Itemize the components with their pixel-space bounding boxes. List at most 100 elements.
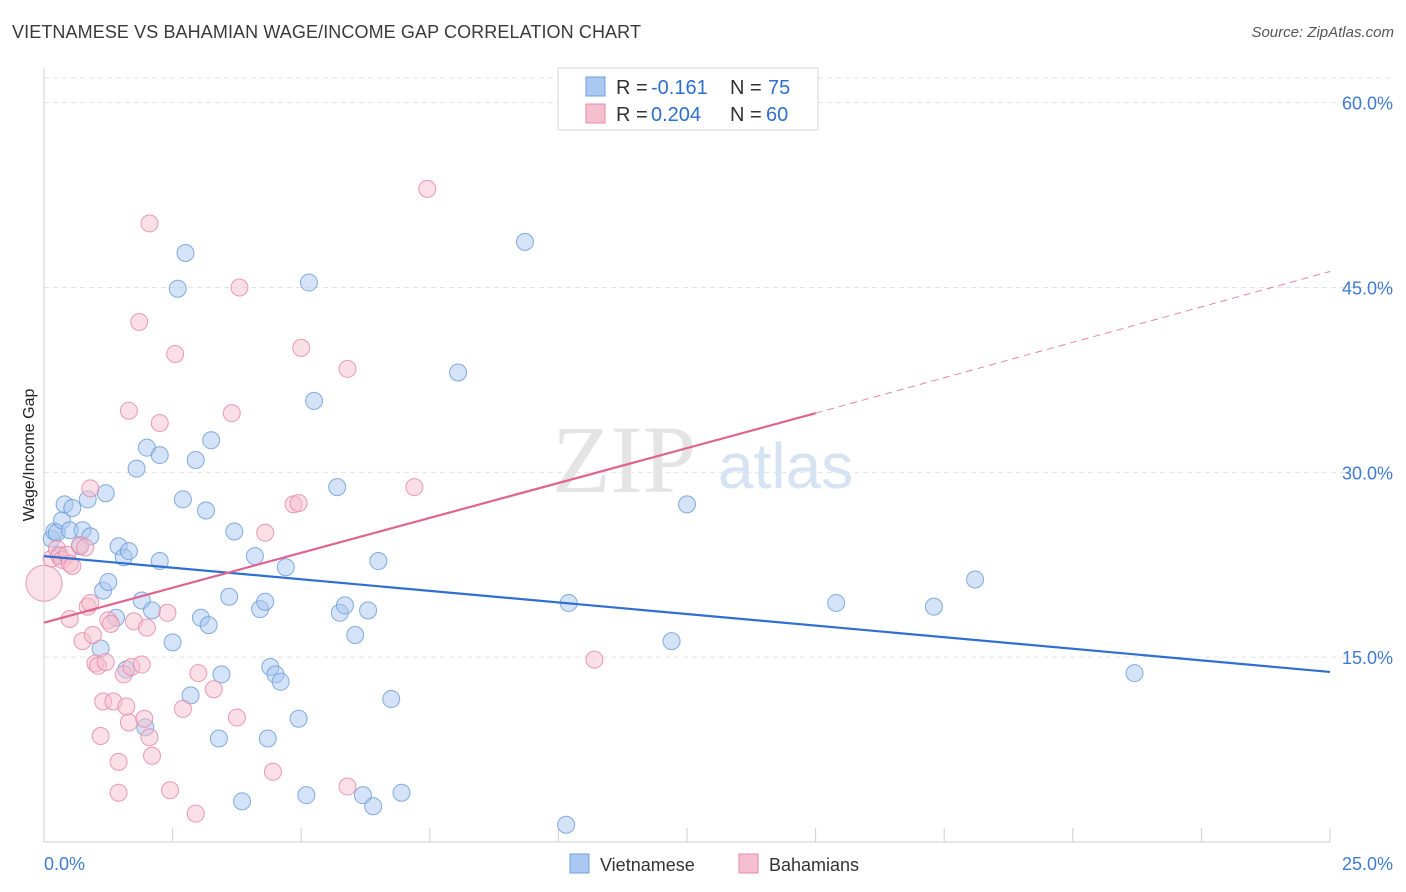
y-tick-label-3: 60.0% (1342, 94, 1393, 114)
bahamian-point-0 (25, 564, 63, 602)
bahamian-point-43 (173, 699, 192, 718)
legend-r-label-bahamians: R = (616, 104, 648, 126)
bahamian-point-44 (186, 804, 205, 823)
bahamian-points (25, 179, 604, 823)
bahamian-point-20 (96, 653, 115, 672)
vietnamese-point-62 (369, 552, 388, 571)
bahamian-point-11 (76, 538, 95, 557)
bahamian-point-47 (222, 404, 241, 423)
y-tick-label-0: 15.0% (1342, 648, 1393, 668)
legend-bottom-label-vietnamese: Vietnamese (600, 855, 695, 875)
legend-n-value-vietnamese: 75 (768, 77, 790, 99)
vietnamese-point-42 (233, 792, 252, 811)
watermark-zip: ZIP (552, 406, 696, 513)
bahamian-point-36 (140, 214, 159, 233)
legend-bottom-label-bahamians: Bahamians (769, 855, 859, 875)
watermark: ZIP atlas (552, 406, 853, 513)
bahamian-point-22 (101, 614, 120, 633)
vietnamese-point-15 (99, 572, 118, 591)
trendlines (43, 270, 1331, 674)
vietnamese-point-38 (209, 729, 228, 748)
legend-n-label-vietnamese: N = (730, 77, 762, 99)
x-tick-label-0: 0.0% (44, 854, 85, 874)
bahamian-point-51 (263, 762, 282, 781)
legend-swatch-bahamians (585, 103, 606, 124)
vietnamese-trendline (43, 555, 1331, 674)
vietnamese-point-36 (199, 616, 218, 635)
bahamian-point-28 (119, 401, 138, 420)
bahamian-point-55 (338, 359, 357, 378)
vietnamese-point-7 (63, 499, 82, 518)
bahamian-trendline-extension (815, 270, 1331, 414)
vietnamese-point-57 (335, 596, 354, 615)
bahamian-point-58 (418, 179, 437, 198)
bahamian-point-32 (130, 312, 149, 331)
vietnamese-point-59 (353, 786, 372, 805)
y-tick-labels: 15.0% 30.0% 45.0% 60.0% (1342, 94, 1393, 669)
bahamian-point-13 (81, 593, 100, 612)
vietnamese-point-31 (176, 243, 195, 262)
bahamian-point-33 (132, 655, 151, 674)
x-tick-labels: 0.0% 25.0% (44, 854, 1393, 874)
legend-n-value-bahamians: 60 (766, 104, 788, 126)
vietnamese-point-39 (212, 665, 231, 684)
bahamian-point-14 (81, 479, 100, 498)
vietnamese-point-40 (220, 587, 239, 606)
vietnamese-point-61 (364, 797, 383, 816)
vietnamese-point-63 (382, 690, 401, 709)
bahamian-point-49 (230, 278, 249, 297)
bahamian-point-15 (83, 625, 102, 644)
bahamian-point-40 (158, 603, 177, 622)
bahamian-point-48 (227, 708, 246, 727)
vietnamese-point-70 (678, 495, 696, 514)
vietnamese-point-20 (119, 542, 138, 561)
bahamian-point-45 (189, 664, 208, 683)
vietnamese-point-64 (392, 783, 411, 802)
bahamian-point-8 (63, 556, 82, 575)
bahamian-point-25 (109, 783, 128, 802)
vietnamese-point-54 (305, 391, 324, 410)
vietnamese-point-60 (359, 601, 378, 620)
y-axis-label: Wage/Income Gap (21, 389, 38, 522)
chart-title: VIETNAMESE VS BAHAMIAN WAGE/INCOME GAP C… (12, 22, 642, 42)
bahamian-point-38 (143, 746, 162, 765)
legend-r-value-bahamians: 0.204 (651, 104, 701, 126)
watermark-atlas: atlas (718, 430, 853, 502)
vietnamese-point-73 (966, 570, 985, 589)
gridlines (44, 77, 1392, 658)
vietnamese-point-67 (557, 815, 576, 834)
vietnamese-point-29 (168, 279, 187, 298)
vietnamese-point-33 (186, 451, 205, 469)
vietnamese-point-46 (258, 729, 277, 748)
axes (43, 68, 1331, 843)
y-tick-label-2: 45.0% (1342, 278, 1393, 298)
bahamian-point-35 (137, 618, 156, 637)
bahamian-point-57 (405, 478, 424, 497)
y-axis-label-group: Wage/Income Gap (21, 389, 38, 522)
bahamian-point-54 (292, 338, 311, 357)
vietnamese-point-50 (276, 558, 295, 577)
bahamian-point-41 (161, 781, 180, 800)
x-tick-label-1: 25.0% (1342, 854, 1393, 874)
vietnamese-point-45 (256, 592, 275, 611)
bahamian-point-18 (91, 727, 110, 746)
vietnamese-point-69 (662, 632, 681, 651)
vietnamese-point-74 (1125, 664, 1144, 683)
vietnamese-point-66 (515, 232, 534, 251)
bahamian-point-39 (150, 414, 169, 433)
vietnamese-point-71 (827, 593, 846, 612)
vietnamese-point-37 (202, 431, 221, 450)
legend-top: R = -0.161 N = 75 R = 0.204 N = 60 (557, 67, 819, 131)
legend-bottom-swatch-vietnamese (569, 853, 590, 874)
legend-n-label-bahamians: N = (730, 104, 762, 126)
bahamian-point-46 (204, 680, 223, 699)
vietnamese-point-52 (297, 786, 316, 805)
vietnamese-point-58 (346, 625, 365, 644)
vietnamese-point-72 (924, 597, 943, 616)
bahamian-trendline (43, 412, 816, 624)
vietnamese-point-41 (225, 522, 244, 541)
bahamian-point-53 (289, 494, 308, 513)
bahamian-point-29 (119, 713, 138, 732)
bahamian-point-34 (135, 709, 154, 728)
